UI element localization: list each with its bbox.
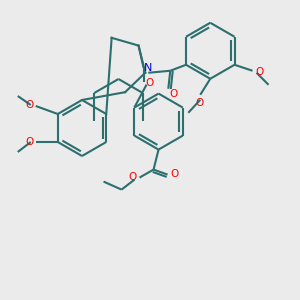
- Text: O: O: [255, 67, 264, 77]
- Text: O: O: [26, 100, 34, 110]
- Text: O: O: [146, 78, 154, 88]
- Text: N: N: [144, 63, 152, 73]
- Text: O: O: [128, 172, 137, 182]
- Text: O: O: [170, 169, 179, 178]
- Text: O: O: [169, 89, 177, 99]
- Text: O: O: [26, 137, 34, 147]
- Text: O: O: [195, 98, 203, 108]
